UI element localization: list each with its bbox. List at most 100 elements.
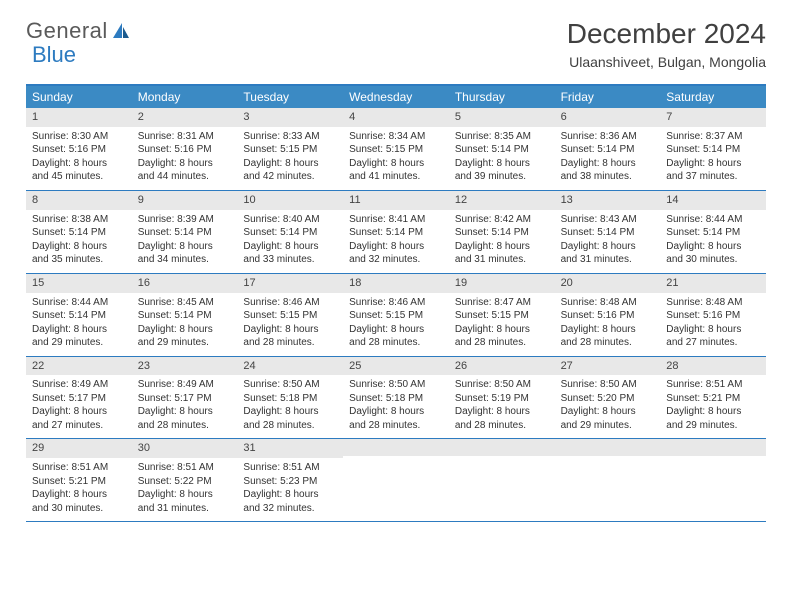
sunrise-text: Sunrise: 8:49 AM [32, 378, 126, 392]
daylight-text: Daylight: 8 hours [666, 240, 760, 254]
day-header: Tuesday [237, 86, 343, 108]
calendar-cell: 29Sunrise: 8:51 AMSunset: 5:21 PMDayligh… [26, 439, 132, 521]
sunrise-text: Sunrise: 8:51 AM [32, 461, 126, 475]
daylight-text: and 28 minutes. [243, 419, 337, 433]
day-number [343, 439, 449, 456]
daylight-text: Daylight: 8 hours [243, 488, 337, 502]
sunrise-text: Sunrise: 8:50 AM [455, 378, 549, 392]
cell-body [449, 456, 555, 512]
day-number: 12 [449, 191, 555, 210]
cell-body: Sunrise: 8:42 AMSunset: 5:14 PMDaylight:… [449, 210, 555, 273]
cell-body: Sunrise: 8:47 AMSunset: 5:15 PMDaylight:… [449, 293, 555, 356]
cell-body: Sunrise: 8:51 AMSunset: 5:23 PMDaylight:… [237, 458, 343, 521]
day-number: 30 [132, 439, 238, 458]
day-header: Friday [555, 86, 661, 108]
title-block: December 2024 Ulaanshiveet, Bulgan, Mong… [567, 18, 766, 70]
daylight-text: Daylight: 8 hours [138, 488, 232, 502]
calendar-cell: 4Sunrise: 8:34 AMSunset: 5:15 PMDaylight… [343, 108, 449, 190]
calendar-cell: 12Sunrise: 8:42 AMSunset: 5:14 PMDayligh… [449, 191, 555, 273]
cell-body: Sunrise: 8:49 AMSunset: 5:17 PMDaylight:… [26, 375, 132, 438]
day-number: 17 [237, 274, 343, 293]
daylight-text: and 45 minutes. [32, 170, 126, 184]
sunset-text: Sunset: 5:21 PM [666, 392, 760, 406]
week-row: 8Sunrise: 8:38 AMSunset: 5:14 PMDaylight… [26, 191, 766, 274]
cell-body: Sunrise: 8:30 AMSunset: 5:16 PMDaylight:… [26, 127, 132, 190]
calendar-cell: 23Sunrise: 8:49 AMSunset: 5:17 PMDayligh… [132, 357, 238, 439]
daylight-text: Daylight: 8 hours [455, 323, 549, 337]
daylight-text: Daylight: 8 hours [243, 157, 337, 171]
sail-icon [111, 22, 131, 40]
calendar-cell: 30Sunrise: 8:51 AMSunset: 5:22 PMDayligh… [132, 439, 238, 521]
cell-body: Sunrise: 8:46 AMSunset: 5:15 PMDaylight:… [237, 293, 343, 356]
sunrise-text: Sunrise: 8:34 AM [349, 130, 443, 144]
sunrise-text: Sunrise: 8:48 AM [561, 296, 655, 310]
daylight-text: Daylight: 8 hours [243, 405, 337, 419]
daylight-text: and 28 minutes. [349, 419, 443, 433]
sunrise-text: Sunrise: 8:50 AM [243, 378, 337, 392]
sunset-text: Sunset: 5:14 PM [666, 143, 760, 157]
cell-body [660, 456, 766, 512]
cell-body: Sunrise: 8:41 AMSunset: 5:14 PMDaylight:… [343, 210, 449, 273]
sunrise-text: Sunrise: 8:48 AM [666, 296, 760, 310]
day-number: 11 [343, 191, 449, 210]
daylight-text: Daylight: 8 hours [666, 157, 760, 171]
daylight-text: and 31 minutes. [455, 253, 549, 267]
daylight-text: Daylight: 8 hours [561, 405, 655, 419]
day-number: 3 [237, 108, 343, 127]
day-number [660, 439, 766, 456]
sunset-text: Sunset: 5:14 PM [32, 226, 126, 240]
day-number: 9 [132, 191, 238, 210]
calendar-cell: 8Sunrise: 8:38 AMSunset: 5:14 PMDaylight… [26, 191, 132, 273]
sunset-text: Sunset: 5:19 PM [455, 392, 549, 406]
logo-text-general: General [26, 18, 108, 44]
sunset-text: Sunset: 5:14 PM [455, 143, 549, 157]
day-number: 18 [343, 274, 449, 293]
page-header: General December 2024 Ulaanshiveet, Bulg… [0, 0, 792, 74]
sunset-text: Sunset: 5:17 PM [32, 392, 126, 406]
calendar-cell: 6Sunrise: 8:36 AMSunset: 5:14 PMDaylight… [555, 108, 661, 190]
daylight-text: Daylight: 8 hours [561, 240, 655, 254]
calendar-cell: 20Sunrise: 8:48 AMSunset: 5:16 PMDayligh… [555, 274, 661, 356]
daylight-text: Daylight: 8 hours [349, 323, 443, 337]
day-header: Wednesday [343, 86, 449, 108]
cell-body: Sunrise: 8:33 AMSunset: 5:15 PMDaylight:… [237, 127, 343, 190]
daylight-text: and 28 minutes. [455, 336, 549, 350]
sunrise-text: Sunrise: 8:37 AM [666, 130, 760, 144]
cell-body: Sunrise: 8:35 AMSunset: 5:14 PMDaylight:… [449, 127, 555, 190]
calendar-cell: 24Sunrise: 8:50 AMSunset: 5:18 PMDayligh… [237, 357, 343, 439]
daylight-text: and 29 minutes. [32, 336, 126, 350]
sunset-text: Sunset: 5:15 PM [349, 143, 443, 157]
sunset-text: Sunset: 5:14 PM [243, 226, 337, 240]
cell-body: Sunrise: 8:39 AMSunset: 5:14 PMDaylight:… [132, 210, 238, 273]
sunrise-text: Sunrise: 8:33 AM [243, 130, 337, 144]
cell-body: Sunrise: 8:36 AMSunset: 5:14 PMDaylight:… [555, 127, 661, 190]
daylight-text: and 32 minutes. [243, 502, 337, 516]
day-number: 28 [660, 357, 766, 376]
daylight-text: Daylight: 8 hours [455, 240, 549, 254]
daylight-text: and 27 minutes. [666, 336, 760, 350]
daylight-text: Daylight: 8 hours [349, 405, 443, 419]
calendar-cell: 31Sunrise: 8:51 AMSunset: 5:23 PMDayligh… [237, 439, 343, 521]
cell-body: Sunrise: 8:49 AMSunset: 5:17 PMDaylight:… [132, 375, 238, 438]
daylight-text: and 29 minutes. [138, 336, 232, 350]
sunset-text: Sunset: 5:14 PM [32, 309, 126, 323]
calendar-cell: 17Sunrise: 8:46 AMSunset: 5:15 PMDayligh… [237, 274, 343, 356]
daylight-text: and 28 minutes. [243, 336, 337, 350]
day-number: 31 [237, 439, 343, 458]
daylight-text: and 34 minutes. [138, 253, 232, 267]
calendar-cell: 11Sunrise: 8:41 AMSunset: 5:14 PMDayligh… [343, 191, 449, 273]
day-number: 23 [132, 357, 238, 376]
day-number: 16 [132, 274, 238, 293]
daylight-text: and 39 minutes. [455, 170, 549, 184]
daylight-text: Daylight: 8 hours [138, 240, 232, 254]
daylight-text: Daylight: 8 hours [455, 157, 549, 171]
calendar-cell: 1Sunrise: 8:30 AMSunset: 5:16 PMDaylight… [26, 108, 132, 190]
daylight-text: and 28 minutes. [349, 336, 443, 350]
day-number: 25 [343, 357, 449, 376]
calendar-cell: 2Sunrise: 8:31 AMSunset: 5:16 PMDaylight… [132, 108, 238, 190]
day-number: 1 [26, 108, 132, 127]
day-number: 4 [343, 108, 449, 127]
calendar-cell: 7Sunrise: 8:37 AMSunset: 5:14 PMDaylight… [660, 108, 766, 190]
sunset-text: Sunset: 5:14 PM [349, 226, 443, 240]
sunrise-text: Sunrise: 8:42 AM [455, 213, 549, 227]
